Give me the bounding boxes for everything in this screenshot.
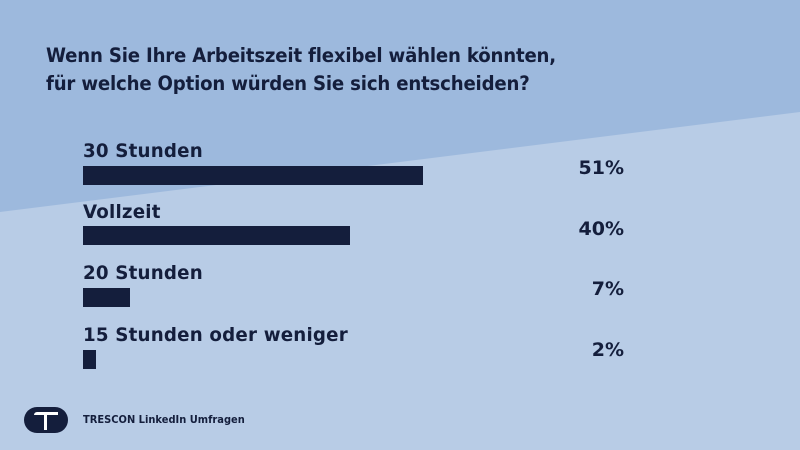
logo-t-stem bbox=[44, 414, 47, 430]
bar bbox=[83, 166, 423, 185]
value-label: 40% bbox=[578, 218, 624, 240]
value-label: 2% bbox=[591, 339, 624, 361]
bar bbox=[83, 350, 96, 369]
value-label: 7% bbox=[591, 278, 624, 300]
value-label: 51% bbox=[578, 157, 624, 179]
category-label: 15 Stunden oder weniger bbox=[83, 324, 348, 346]
background-upper-diagonal bbox=[0, 0, 800, 212]
logo-t-crossbar bbox=[34, 412, 58, 415]
category-label: Vollzeit bbox=[83, 201, 161, 223]
chart-title-line-1: Wenn Sie Ihre Arbeitszeit flexibel wähle… bbox=[46, 44, 556, 67]
source-label: TRESCON LinkedIn Umfragen bbox=[83, 413, 245, 426]
bar bbox=[83, 226, 350, 245]
category-label: 30 Stunden bbox=[83, 140, 203, 162]
chart-title: Wenn Sie Ihre Arbeitszeit flexibel wähle… bbox=[46, 42, 556, 98]
category-label: 20 Stunden bbox=[83, 262, 203, 284]
bar bbox=[83, 288, 130, 307]
chart-title-line-2: für welche Option würden Sie sich entsch… bbox=[46, 72, 530, 95]
trescon-t-logo-icon bbox=[24, 407, 68, 433]
